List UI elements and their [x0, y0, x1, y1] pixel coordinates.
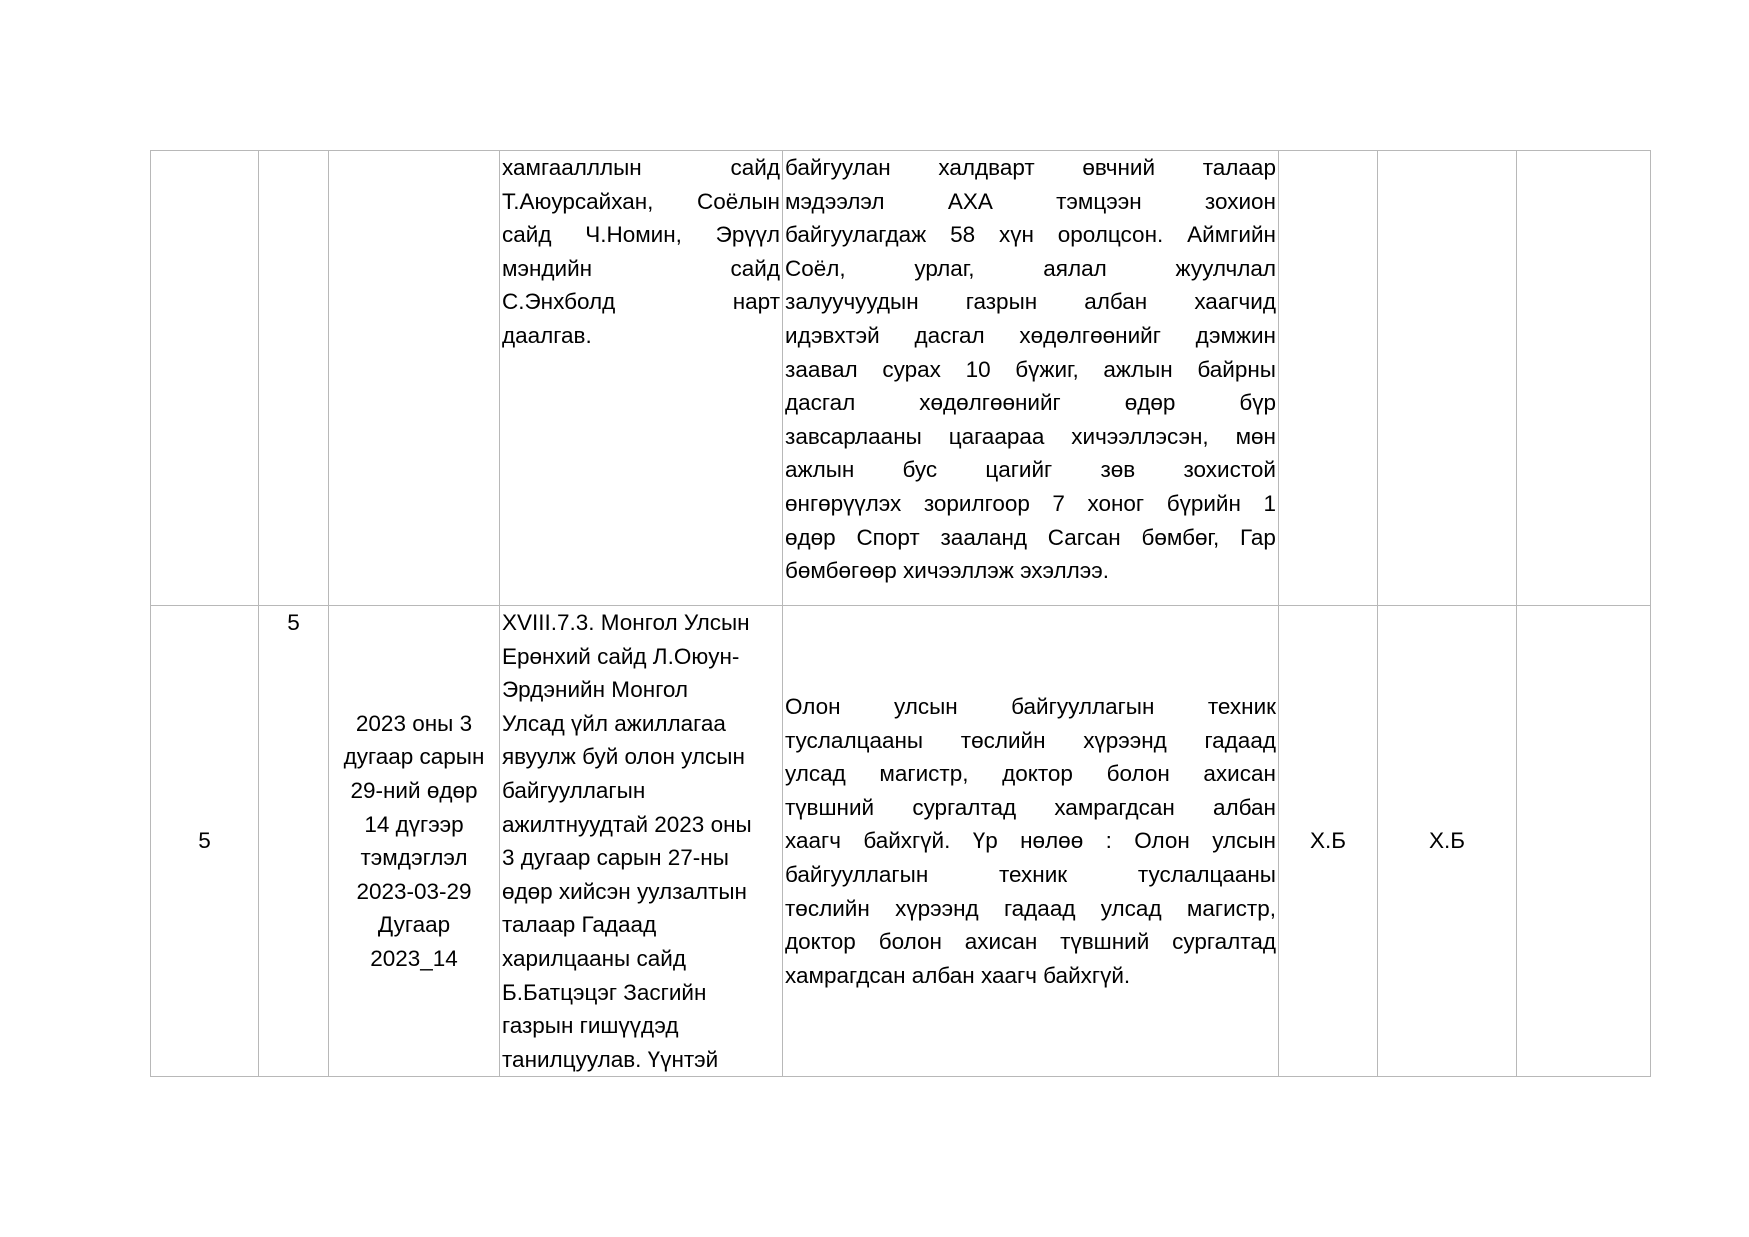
- cell-note: [1516, 150, 1651, 606]
- text-line: Б.Батцэцэг Засгийн: [502, 979, 707, 1005]
- text-line: өнгөрүүлэх зорилгоор 7 хоног бүрийн 1: [785, 490, 1276, 516]
- cell-index: [258, 150, 329, 606]
- text-line: ажилтнуудтай 2023 оны: [502, 811, 752, 837]
- cell-protocol: 2023 оны 3 дугаар сарын 29-ний өдөр 14 дүгэ…: [328, 604, 500, 1078]
- text-line: туслалцааны төслийн хүрээнд гадаад: [785, 727, 1276, 753]
- text-line: түвшний сургалтад хамрагдсан албан: [785, 794, 1276, 820]
- text-line: сайд Ч.Номин, Эрүүл: [502, 222, 780, 248]
- text-line: өдөр Спорт зааланд Сагсан бөмбөг, Гар: [785, 524, 1276, 550]
- cell-note: [1516, 604, 1651, 1078]
- text-line: 14 дүгээр: [364, 811, 464, 837]
- report-table: хамгаалллын сайд Т.Аюурсайхан, Соёлын сайд Ч.…: [150, 150, 1651, 1078]
- text-line: байгууллагын техник туслалцааны: [785, 861, 1276, 887]
- text-line: Улсад үйл ажиллагаа: [502, 710, 726, 736]
- text-line: байгууллагын: [502, 777, 646, 803]
- text-line: идэвхтэй дасгал хөдөлгөөнийг дэмжин: [785, 322, 1276, 348]
- table-row: 5 5 2023 оны 3 дугаар сарын 29-ний өдөр 14 …: [150, 604, 1651, 1078]
- text-line: 2023 оны 3: [355, 710, 473, 736]
- text-line: талаар Гадаад: [502, 912, 657, 938]
- text-line: дасгал хөдөлгөөнийг өдөр бүр: [785, 390, 1276, 416]
- cell-assessment-1: Х.Б: [1278, 604, 1378, 1078]
- text-line: завсарлааны цагаараа хичээллэсэн, мөн: [785, 423, 1276, 449]
- text-line: төслийн хүрээнд гадаад улсад магистр,: [785, 895, 1276, 921]
- text-line: доктор болон ахисан түвшний сургалтад: [785, 929, 1276, 955]
- text-line: XVIII.7.3. Монгол Улсын: [502, 610, 750, 635]
- text-line: байгуулагдаж 58 хүн оролцсон. Аймгийн: [785, 222, 1276, 248]
- text-line: ажлын бус цагийг зөв зохистой: [785, 457, 1276, 483]
- text-line: хамгаалллын сайд: [502, 155, 780, 180]
- text-line: Соёл, урлаг, аялал жуулчлал: [785, 255, 1276, 281]
- text-line: байгуулан халдварт өвчний талаар: [785, 155, 1276, 180]
- text-line: хаагч байхгүй. Үр нөлөө: Олон улсын: [785, 828, 1276, 854]
- cell-assessment-1: [1278, 150, 1378, 606]
- text-line: дугаар сарын: [343, 744, 485, 770]
- text-line: заавал сурах 10 бүжиг, ажлын байрны: [785, 356, 1276, 382]
- cell-assessment-2: Х.Б: [1377, 604, 1517, 1078]
- text-line: Ерөнхий сайд Л.Оюун-: [502, 643, 740, 669]
- text-line: 3 дугаар сарын 27-ны: [502, 845, 729, 871]
- cell-protocol: [328, 150, 500, 606]
- cell-assignment: хамгаалллын сайд Т.Аюурсайхан, Соёлын сайд Ч.…: [499, 150, 783, 606]
- text-line: Эрдэнийн Монгол: [502, 677, 689, 703]
- text-line: тэмдэглэл: [360, 845, 468, 871]
- cell-index: 5: [258, 604, 329, 1078]
- text-line: Олон улсын байгууллагын техник: [785, 693, 1276, 719]
- text-line: даалгав.: [502, 322, 592, 348]
- cell-assessment-2: [1377, 150, 1517, 606]
- text-line: бөмбөгөөр хичээллэж эхэллээ.: [785, 558, 1109, 584]
- cell-result: Олон улсын байгууллагын техник туслалцааны тө…: [782, 604, 1279, 1078]
- text-line: С.Энхболд нарт: [502, 289, 780, 315]
- text-line: улсад магистр, доктор болон ахисан: [785, 761, 1276, 787]
- text-line: хамрагдсан албан хаагч байхгүй.: [785, 962, 1131, 988]
- text-line: 2023_14: [370, 945, 458, 971]
- cell-assignment: XVIII.7.3. Монгол Улсын Ерөнхий сайд Л.Ою…: [499, 604, 783, 1078]
- cell-number: [150, 150, 259, 606]
- text-line: газрын гишүүдэд: [502, 1013, 679, 1039]
- text-line: танилцуулав. Үүнтэй: [502, 1046, 719, 1072]
- text-line: залуучуудын газрын албан хаагчид: [785, 289, 1276, 315]
- text-line: явуулж буй олон улсын: [502, 744, 745, 770]
- table-row: хамгаалллын сайд Т.Аюурсайхан, Соёлын сайд Ч.…: [150, 150, 1651, 606]
- text-line: Т.Аюурсайхан, Соёлын: [502, 188, 780, 214]
- text-line: Дугаар: [377, 912, 451, 938]
- text-line: өдөр хийсэн уулзалтын: [502, 878, 747, 904]
- text-line: мэндийн сайд: [502, 255, 780, 281]
- cell-number: 5: [150, 604, 259, 1078]
- text-line: 2023-03-29: [356, 878, 472, 904]
- text-line: 29-ний өдөр: [350, 777, 478, 803]
- text-line: харилцааны сайд: [502, 945, 686, 971]
- cell-result: байгуулан халдварт өвчний талаар мэдээлэл АХА…: [782, 150, 1279, 606]
- text-line: мэдээлэл АХА тэмцээн зохион: [785, 188, 1276, 214]
